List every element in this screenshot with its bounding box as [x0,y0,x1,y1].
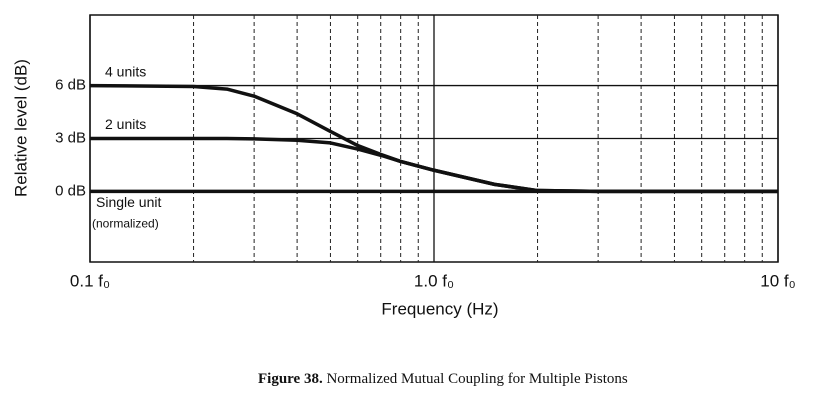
series-label: Single unit [96,194,161,210]
y-tick-label: 0 dB [55,182,86,199]
x-tick-label: 10 f₀ [760,271,795,290]
x-tick-label: 1.0 f₀ [414,271,454,290]
y-tick-label: 3 dB [55,129,86,146]
x-axis-title: Frequency (Hz) [381,299,498,318]
x-tick-label: 0.1 f₀ [70,271,110,290]
y-tick-label: 6 dB [55,77,86,94]
caption-text: Normalized Mutual Coupling for Multiple … [326,371,627,387]
series-label: 2 units [105,116,146,132]
caption-label: Figure 38. [258,371,323,387]
caption: Figure 38. Normalized Mutual Coupling fo… [258,371,628,387]
series-line [90,136,778,194]
annotation: (normalized) [92,217,159,231]
y-axis-title: Relative level (dB) [11,59,30,197]
series-label: 4 units [105,63,146,79]
